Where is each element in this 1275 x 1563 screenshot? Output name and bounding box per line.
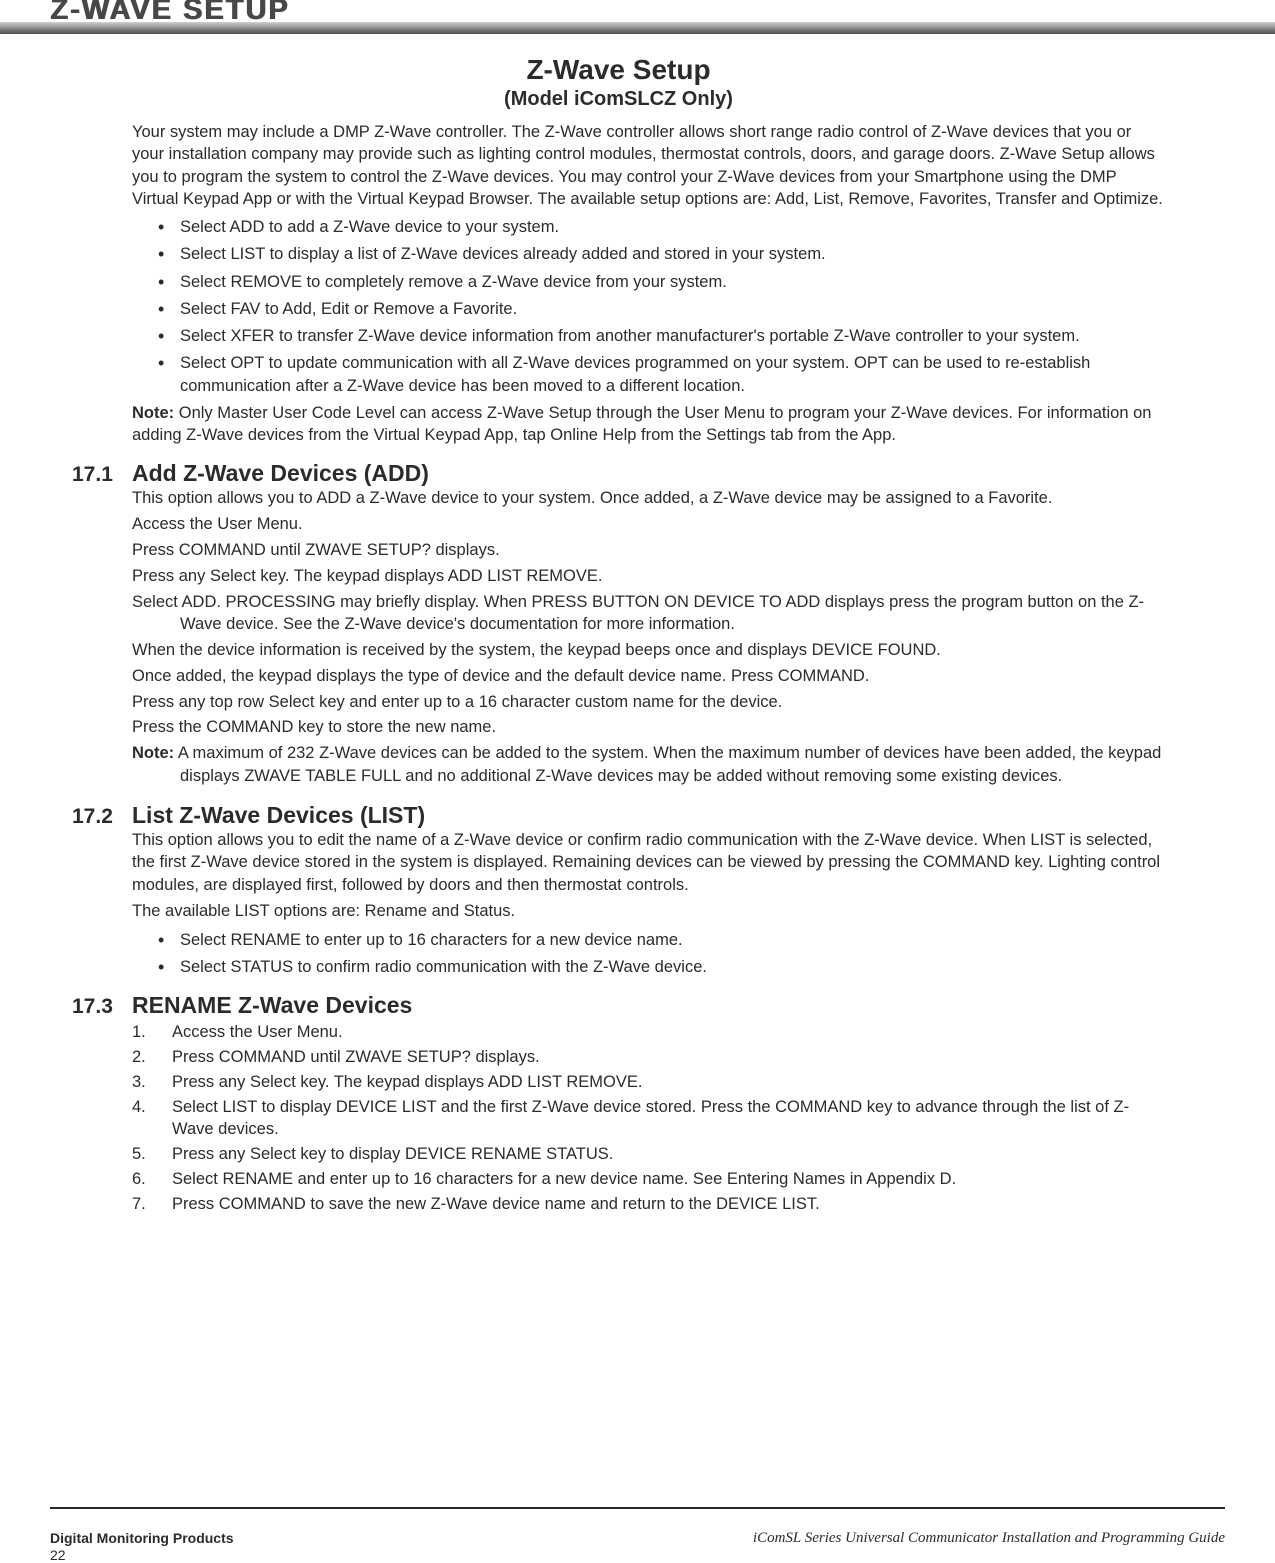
body-line: Press COMMAND until ZWAVE SETUP? display… [132, 539, 1165, 562]
body-line: Access the User Menu. [132, 513, 1165, 536]
footer-left: Digital Monitoring Products [50, 1530, 234, 1547]
note-label: Note: [132, 744, 174, 762]
intro-bullet: Select FAV to Add, Edit or Remove a Favo… [154, 298, 1165, 320]
subtitle: (Model iComSLCZ Only) [72, 88, 1165, 111]
intro-note-text: Only Master User Code Level can access Z… [132, 404, 1151, 444]
step-num: 6. [132, 1168, 162, 1191]
section-title: RENAME Z-Wave Devices [132, 992, 412, 1019]
step-item: 6. Select RENAME and enter up to 16 chara… [132, 1168, 1165, 1191]
step-item: 4. Select LIST to display DEVICE LIST and… [132, 1096, 1165, 1142]
section-note: Note: A maximum of 232 Z-Wave devices ca… [132, 742, 1165, 788]
note-label: Note: [132, 404, 174, 422]
body-line: This option allows you to ADD a Z-Wave d… [132, 487, 1165, 510]
step-item: 3. Press any Select key. The keypad displ… [132, 1071, 1165, 1094]
step-item: 1. Access the User Menu. [132, 1021, 1165, 1044]
intro-bullet: Select ADD to add a Z-Wave device to you… [154, 216, 1165, 238]
note-text: A maximum of 232 Z-Wave devices can be a… [174, 744, 1161, 785]
step-text: Press COMMAND until ZWAVE SETUP? display… [172, 1048, 540, 1066]
section-17-1-header: 17.1 Add Z-Wave Devices (ADD) [72, 460, 1165, 487]
step-text: Access the User Menu. [172, 1023, 343, 1041]
intro-bullets: Select ADD to add a Z-Wave device to you… [154, 216, 1165, 397]
footer-rule [50, 1507, 1225, 1509]
body-line: Once added, the keypad displays the type… [132, 665, 1165, 688]
header-gradient [0, 22, 1275, 34]
step-num: 3. [132, 1071, 162, 1094]
step-text: Press any Select key. The keypad display… [172, 1073, 642, 1091]
step-text: Select LIST to display DEVICE LIST and t… [172, 1098, 1129, 1139]
page: Z-WAVE SETUP Z-Wave Setup (Model iComSLC… [0, 0, 1275, 1563]
step-item: 5. Press any Select key to display DEVICE… [132, 1143, 1165, 1166]
body-line: When the device information is received … [132, 639, 1165, 662]
section-17-3-steps: 1. Access the User Menu. 2. Press COMMAND … [132, 1021, 1165, 1215]
intro-bullet: Select REMOVE to completely remove a Z-W… [154, 271, 1165, 293]
intro-bullet: Select OPT to update communication with … [154, 352, 1165, 397]
step-num: 4. [132, 1096, 162, 1119]
step-num: 2. [132, 1046, 162, 1069]
step-text: Select RENAME and enter up to 16 charact… [172, 1170, 956, 1188]
footer-right: iComSL Series Universal Communicator Ins… [753, 1530, 1225, 1547]
main-title: Z-Wave Setup [72, 54, 1165, 86]
step-item: 7. Press COMMAND to save the new Z-Wave d… [132, 1193, 1165, 1216]
section-number: 17.2 [72, 805, 132, 829]
intro-bullet: Select XFER to transfer Z-Wave device in… [154, 325, 1165, 347]
list-bullet: Select RENAME to enter up to 16 characte… [154, 929, 1165, 951]
section-17-1-body: This option allows you to ADD a Z-Wave d… [132, 487, 1165, 787]
body-line: This option allows you to edit the name … [132, 829, 1165, 897]
step-num: 5. [132, 1143, 162, 1166]
step-num: 1. [132, 1021, 162, 1044]
intro-bullet: Select LIST to display a list of Z-Wave … [154, 243, 1165, 265]
footer: Digital Monitoring Products iComSL Serie… [50, 1530, 1225, 1547]
step-num: 7. [132, 1193, 162, 1216]
list-bullets: Select RENAME to enter up to 16 characte… [154, 929, 1165, 979]
footer-page-number: 22 [50, 1547, 66, 1563]
section-number: 17.1 [72, 463, 132, 487]
header-band: Z-WAVE SETUP [0, 0, 1275, 34]
section-title: List Z-Wave Devices (LIST) [132, 802, 425, 829]
section-17-2-header: 17.2 List Z-Wave Devices (LIST) [72, 802, 1165, 829]
section-17-2-body: This option allows you to edit the name … [132, 829, 1165, 923]
content-area: Z-Wave Setup (Model iComSLCZ Only) Your … [0, 40, 1275, 1215]
body-line: Press any top row Select key and enter u… [132, 691, 1165, 714]
intro-paragraph: Your system may include a DMP Z-Wave con… [132, 121, 1165, 210]
step-text: Press any Select key to display DEVICE R… [172, 1145, 613, 1163]
step-item: 2. Press COMMAND until ZWAVE SETUP? displ… [132, 1046, 1165, 1069]
step-text: Press COMMAND to save the new Z-Wave dev… [172, 1195, 820, 1213]
list-bullet: Select STATUS to confirm radio communica… [154, 956, 1165, 978]
body-line: Press the COMMAND key to store the new n… [132, 716, 1165, 739]
body-line: The available LIST options are: Rename a… [132, 900, 1165, 923]
section-number: 17.3 [72, 995, 132, 1019]
section-17-3-header: 17.3 RENAME Z-Wave Devices [72, 992, 1165, 1019]
intro-note: Note: Only Master User Code Level can ac… [132, 402, 1165, 447]
body-line: Press any Select key. The keypad display… [132, 565, 1165, 588]
section-title: Add Z-Wave Devices (ADD) [132, 460, 429, 487]
body-line: Select ADD. PROCESSING may briefly displ… [132, 591, 1165, 637]
